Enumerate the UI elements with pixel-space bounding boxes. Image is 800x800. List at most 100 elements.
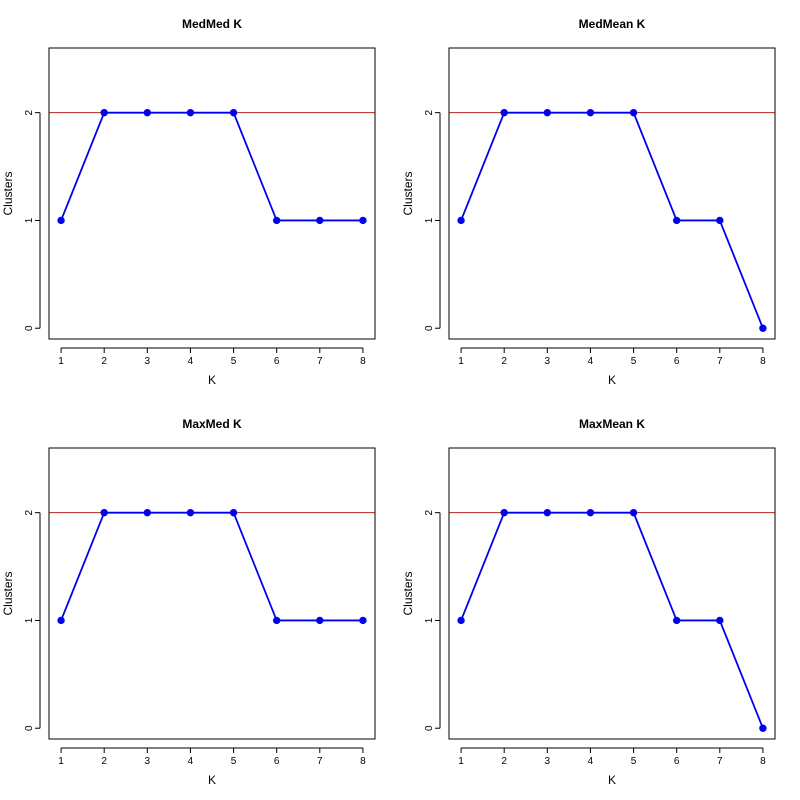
y-tick-label: 2: [24, 509, 35, 515]
x-tick-label: 8: [360, 756, 366, 767]
series-line: [60, 111, 363, 222]
series-line: [60, 511, 363, 622]
data-point: [759, 324, 767, 332]
x-tick-label: 3: [545, 756, 551, 767]
data-point: [672, 616, 681, 625]
chart-title: MaxMean K: [579, 417, 645, 431]
x-tick-label: 7: [317, 356, 323, 367]
x-tick-label: 8: [760, 756, 766, 767]
data-point: [359, 616, 367, 625]
data-point: [500, 108, 508, 117]
x-axis-title: K: [608, 373, 616, 387]
plot-frame: [48, 447, 376, 740]
x-tick-label: 1: [58, 756, 64, 767]
x-tick-label: 4: [188, 756, 194, 767]
x-tick-label: 5: [231, 756, 237, 767]
y-tick-label: 1: [24, 217, 35, 223]
y-tick-label: 1: [24, 617, 35, 623]
data-point: [672, 216, 681, 225]
x-tick-label: 2: [501, 356, 507, 367]
y-axis-title: Clusters: [1, 571, 15, 615]
chart-title: MedMed K: [182, 17, 242, 31]
y-tick-label: 2: [24, 109, 35, 115]
y-tick-label: 0: [24, 725, 35, 731]
y-tick-label: 2: [424, 109, 435, 115]
x-tick-label: 3: [145, 356, 151, 367]
data-point: [100, 508, 108, 517]
data-point: [229, 108, 238, 117]
x-tick-label: 8: [760, 356, 766, 367]
plot-frame: [48, 47, 376, 340]
x-tick-label: 4: [188, 356, 194, 367]
y-tick-label: 1: [424, 217, 435, 223]
data-point: [57, 616, 65, 625]
chart-panel-maxmed: MaxMed K 1 2 3 4 5 6 7 8 0 1 2 K Clusters: [1, 417, 376, 787]
x-axis-title: K: [208, 773, 216, 787]
data-point: [457, 216, 465, 225]
y-tick-label: 0: [424, 725, 435, 731]
data-point: [186, 108, 195, 117]
data-point: [186, 508, 195, 517]
x-tick-label: 1: [458, 756, 464, 767]
x-tick-label: 5: [631, 356, 637, 367]
series-line: [460, 111, 764, 329]
x-tick-label: 6: [274, 356, 280, 367]
x-tick-label: 3: [145, 756, 151, 767]
data-point: [586, 508, 595, 517]
chart-title: MaxMed K: [182, 417, 242, 431]
x-tick-label: 4: [588, 756, 594, 767]
x-tick-label: 1: [58, 356, 64, 367]
data-point: [143, 108, 152, 117]
y-tick-label: 2: [424, 509, 435, 515]
y-tick-label: 0: [424, 325, 435, 331]
x-tick-label: 5: [231, 356, 237, 367]
plot-frame: [448, 47, 776, 340]
series-line: [460, 511, 764, 729]
data-point: [100, 108, 108, 117]
data-point: [316, 616, 324, 625]
x-tick-label: 2: [501, 756, 507, 767]
data-point: [716, 616, 724, 625]
chart-panel-maxmean: MaxMean K 1 2 3 4 5 6 7 8 0 1 2 K Clusters: [401, 417, 776, 787]
x-axis-title: K: [208, 373, 216, 387]
data-point: [629, 108, 638, 117]
y-tick-label: 1: [424, 617, 435, 623]
y-axis-title: Clusters: [1, 171, 15, 215]
data-point: [229, 508, 238, 517]
x-axis-title: K: [608, 773, 616, 787]
data-point: [586, 108, 595, 117]
data-point: [543, 508, 552, 517]
data-point: [629, 508, 638, 517]
y-axis-title: Clusters: [401, 171, 415, 215]
x-tick-label: 6: [274, 756, 280, 767]
data-point: [359, 216, 367, 225]
data-point: [457, 616, 465, 625]
x-tick-label: 1: [458, 356, 464, 367]
x-tick-label: 2: [101, 356, 107, 367]
x-tick-label: 7: [717, 756, 723, 767]
data-point: [716, 216, 724, 225]
y-tick-label: 0: [24, 325, 35, 331]
x-tick-label: 4: [588, 356, 594, 367]
data-point: [272, 216, 281, 225]
x-tick-label: 7: [717, 356, 723, 367]
x-tick-label: 2: [101, 756, 107, 767]
y-axis-title: Clusters: [401, 571, 415, 615]
x-tick-label: 7: [317, 756, 323, 767]
data-point: [143, 508, 152, 517]
x-tick-label: 6: [674, 356, 680, 367]
x-tick-label: 8: [360, 356, 366, 367]
x-tick-label: 5: [631, 756, 637, 767]
x-tick-label: 3: [545, 356, 551, 367]
chart-panel-medmed: MedMed K 1 2 3 4 5 6 7 8 0 1 2 K Clusters: [1, 17, 376, 387]
plot-frame: [448, 447, 776, 740]
data-point: [316, 216, 324, 225]
x-tick-label: 6: [674, 756, 680, 767]
data-point: [57, 216, 65, 225]
chart-panel-medmean: MedMean K 1 2 3 4 5 6 7 8 0 1 2 K Clusters: [401, 17, 776, 387]
data-point: [759, 724, 767, 732]
data-point: [500, 508, 508, 517]
data-point: [543, 108, 552, 117]
chart-title: MedMean K: [579, 17, 646, 31]
